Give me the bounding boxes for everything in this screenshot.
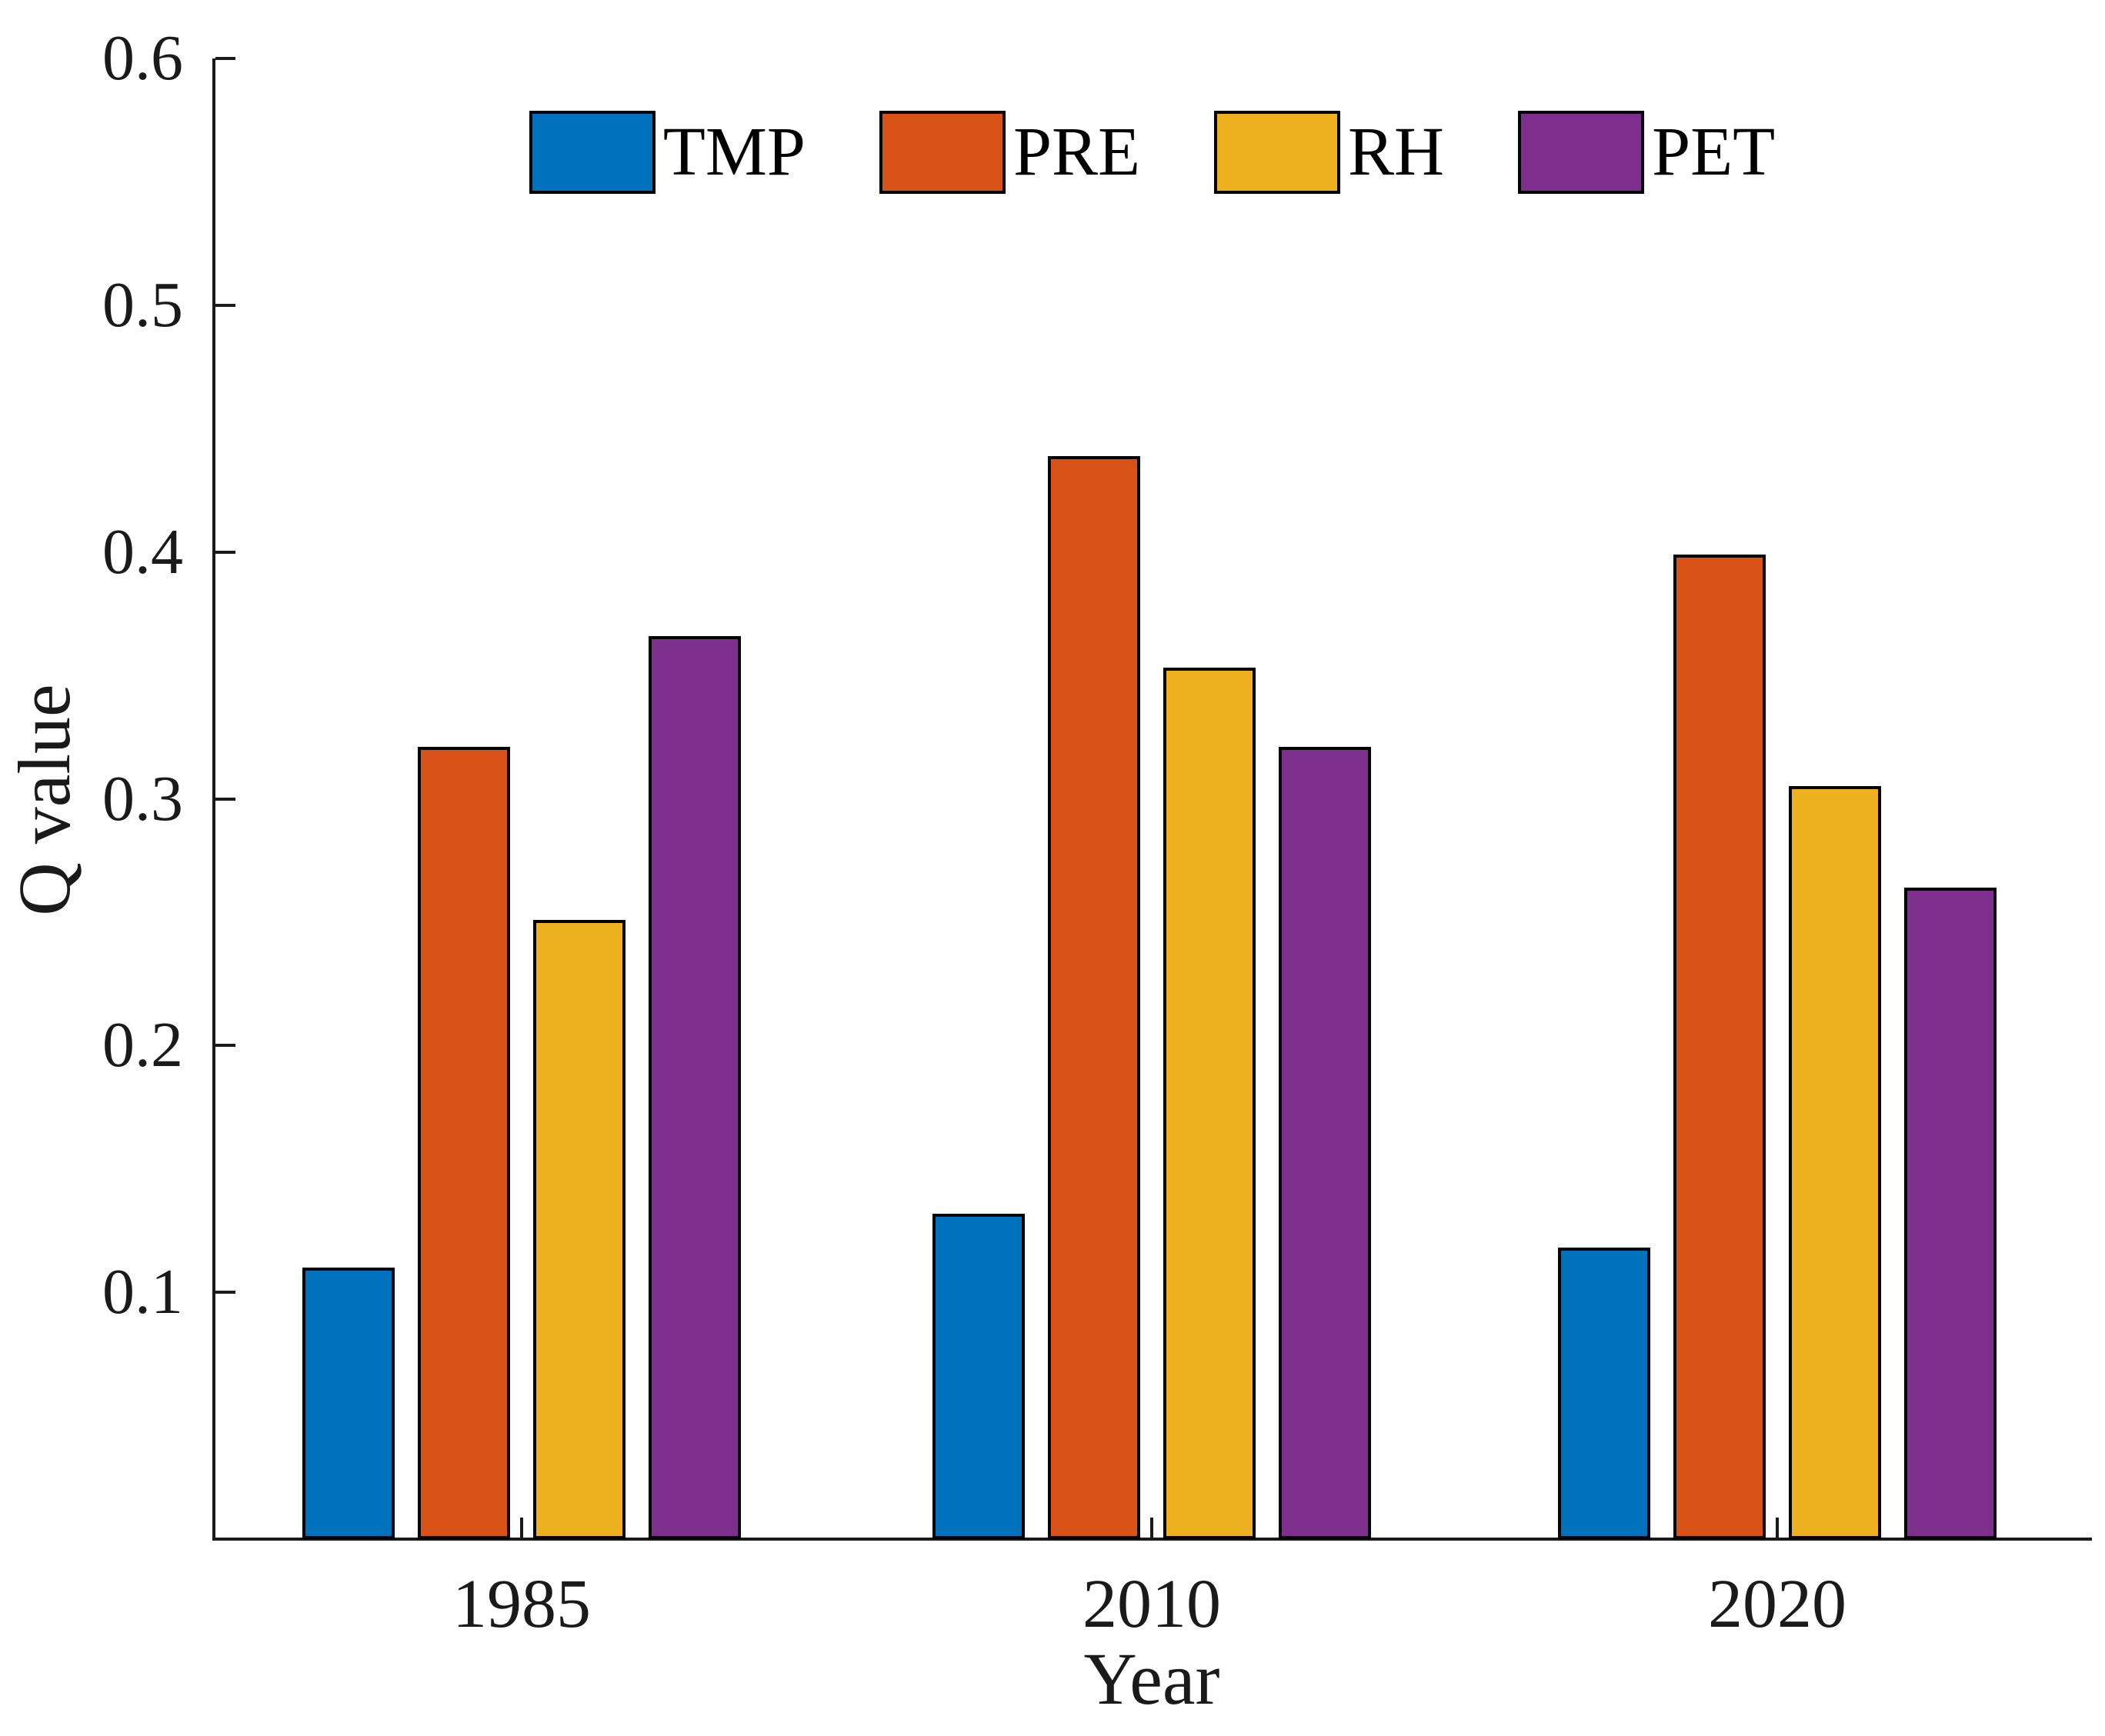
y-tick-label: 0.4 xyxy=(102,515,183,588)
bar-tmp-2020 xyxy=(1558,1248,1650,1539)
legend-item-pre: PRE xyxy=(879,111,1140,194)
y-tick-label: 0.6 xyxy=(102,22,183,94)
x-axis-spine xyxy=(212,1538,2092,1541)
bar-pre-2020 xyxy=(1673,554,1766,1539)
legend-item-rh: RH xyxy=(1214,111,1444,194)
y-tick-label: 0.1 xyxy=(102,1256,183,1328)
x-tick-label: 1985 xyxy=(452,1566,591,1642)
legend-label: PET xyxy=(1652,114,1776,190)
legend-swatch-rh xyxy=(1214,111,1341,194)
bar-pet-2020 xyxy=(1904,888,1997,1539)
legend-item-tmp: TMP xyxy=(529,111,806,194)
y-tick-label: 0.3 xyxy=(102,762,183,835)
y-tick xyxy=(215,550,235,554)
bar-pet-2010 xyxy=(1279,747,1371,1539)
legend-label: RH xyxy=(1348,114,1445,190)
x-tick xyxy=(1150,1518,1153,1538)
bar-tmp-2010 xyxy=(932,1213,1025,1539)
y-tick xyxy=(215,57,235,60)
bar-rh-2010 xyxy=(1163,668,1256,1539)
bar-pet-1985 xyxy=(649,635,741,1539)
x-tick xyxy=(520,1518,523,1538)
bar-rh-2020 xyxy=(1789,786,1881,1539)
legend-swatch-pre xyxy=(879,111,1006,194)
bar-pre-2010 xyxy=(1048,455,1140,1539)
bar-tmp-1985 xyxy=(302,1268,395,1539)
legend-swatch-pet xyxy=(1518,111,1645,194)
x-axis-label: Year xyxy=(1083,1638,1220,1720)
legend: TMP PRE RH PET xyxy=(212,110,2092,195)
x-tick xyxy=(1776,1518,1779,1538)
legend-swatch-tmp xyxy=(529,111,656,194)
y-tick xyxy=(215,797,235,801)
x-tick-label: 2010 xyxy=(1083,1566,1221,1642)
y-tick xyxy=(215,303,235,307)
y-tick xyxy=(215,1044,235,1048)
legend-label: PRE xyxy=(1012,114,1141,190)
legend-item-pet: PET xyxy=(1518,111,1775,194)
bar-rh-1985 xyxy=(533,919,625,1539)
y-axis-spine xyxy=(212,58,215,1541)
y-tick-label: 0.5 xyxy=(102,268,183,341)
bar-pre-1985 xyxy=(418,747,510,1539)
x-tick-label: 2020 xyxy=(1708,1566,1846,1642)
legend-label: TMP xyxy=(662,114,806,190)
y-tick xyxy=(215,1291,235,1295)
y-tick-label: 0.2 xyxy=(102,1009,183,1081)
